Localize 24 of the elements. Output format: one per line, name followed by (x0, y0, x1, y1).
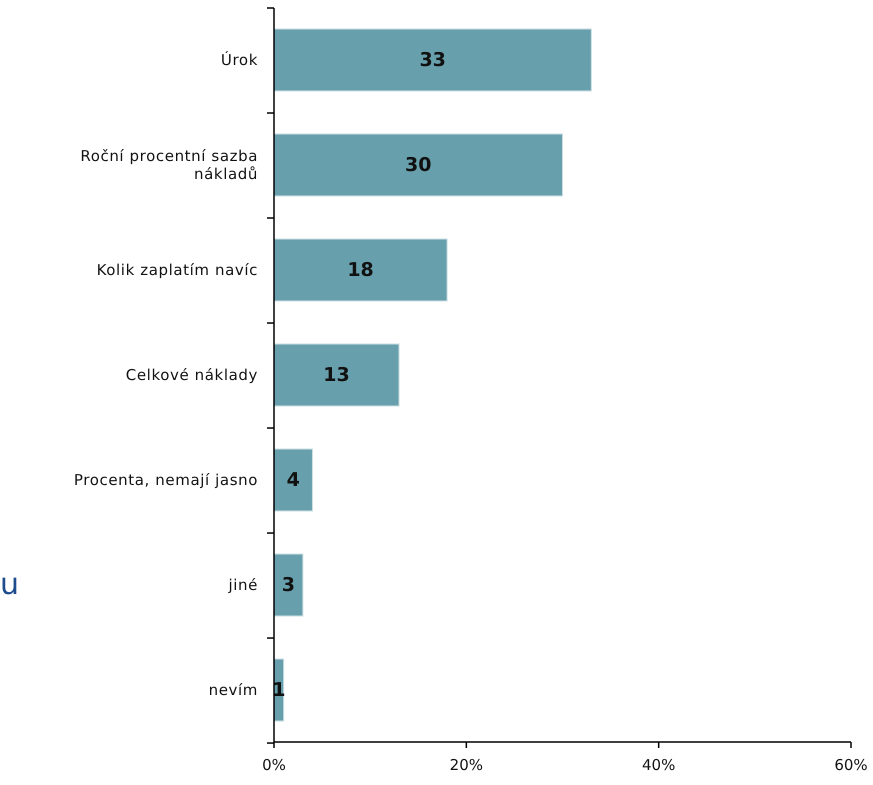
data-label: 13 (323, 364, 350, 386)
bar (274, 238, 448, 302)
text: u (0, 567, 20, 602)
x-tick-label: 40% (642, 756, 676, 774)
bar (274, 344, 400, 406)
bar (274, 448, 313, 512)
data-label: 4 (286, 469, 300, 492)
bar (274, 28, 592, 92)
data-label: 33 (419, 48, 446, 71)
y-tick-label: Kolik zaplatím navíc (96, 260, 258, 279)
y-tick-label: Celkové náklady (126, 366, 258, 384)
x-tick-label: 60% (834, 756, 868, 774)
data-label: 3 (282, 574, 296, 596)
bar (274, 134, 563, 196)
y-tick-label: jiné (228, 576, 258, 594)
x-tick-label: 20% (450, 756, 484, 774)
y-tick-label: Roční procentní sazba nákladů (80, 146, 258, 183)
y-tick-label: Úrok (220, 50, 258, 69)
y-tick-label: Procenta, nemají jasno (74, 471, 258, 490)
x-tick-label: 0% (262, 756, 286, 774)
data-label: 30 (405, 154, 432, 176)
data-label: 18 (347, 258, 374, 281)
y-tick-label: nevím (208, 681, 258, 700)
bar (274, 554, 304, 616)
